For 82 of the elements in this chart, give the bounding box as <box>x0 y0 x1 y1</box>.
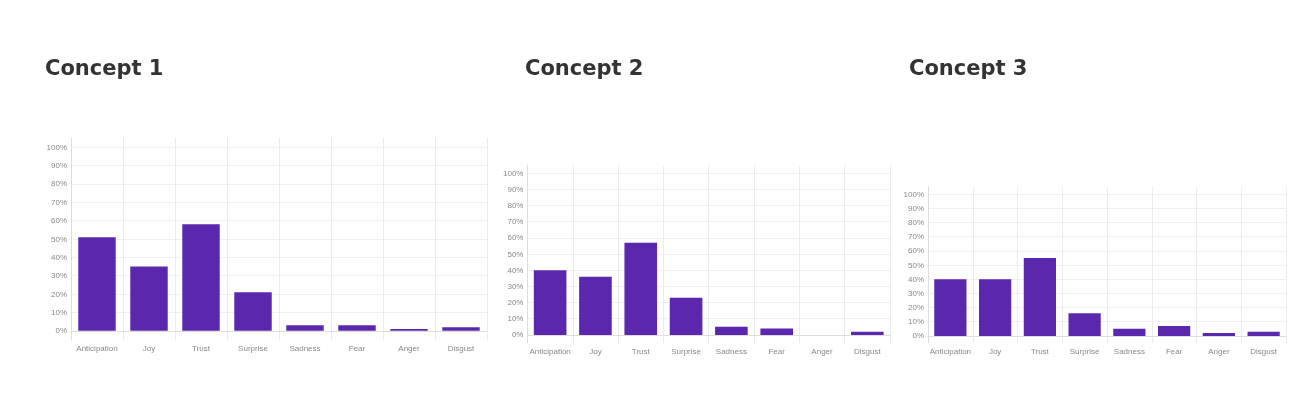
y-tick-label: 90% <box>50 161 67 171</box>
y-tick-label: 80% <box>907 217 924 227</box>
x-tick-label: Trust <box>1030 346 1050 356</box>
bar <box>579 276 612 335</box>
x-tick-label: Disgust <box>854 346 882 356</box>
x-tick-label: Anger <box>398 343 420 353</box>
x-tick-label: Anger <box>1208 346 1230 356</box>
y-tick-label: 60% <box>507 233 524 243</box>
bar <box>760 328 794 335</box>
bar <box>979 279 1012 336</box>
y-tick-label: 50% <box>50 234 67 244</box>
bar <box>533 270 567 335</box>
y-tick-label: 70% <box>507 217 524 227</box>
bar <box>338 325 376 331</box>
y-tick-label: 80% <box>507 200 524 210</box>
bar <box>1113 328 1146 336</box>
y-tick-label: 20% <box>907 303 924 313</box>
x-tick-label: Sadness <box>289 343 321 353</box>
y-tick-label: 0% <box>55 326 67 336</box>
y-tick-label: 70% <box>50 197 67 207</box>
x-tick-label: Fear <box>1165 346 1183 356</box>
y-tick-label: 100% <box>502 168 524 178</box>
bar <box>1023 257 1056 336</box>
bar <box>442 327 480 331</box>
x-tick-label: Joy <box>988 346 1002 356</box>
y-tick-label: 10% <box>907 317 924 327</box>
y-tick-label: 30% <box>507 281 524 291</box>
bar <box>1158 325 1191 336</box>
x-tick-label: Sadness <box>1113 346 1145 356</box>
x-tick-label: Anticipation <box>529 346 571 356</box>
bar <box>669 297 703 335</box>
x-tick-label: Disgust <box>1250 346 1278 356</box>
bar <box>234 292 272 331</box>
y-tick-label: 40% <box>50 252 67 262</box>
x-tick-label: Anticipation <box>76 343 118 353</box>
x-tick-label: Fear <box>768 346 786 356</box>
y-tick-label: 80% <box>50 179 67 189</box>
bar <box>78 237 116 331</box>
y-tick-label: 30% <box>907 288 924 298</box>
x-tick-label: Surprise <box>1069 346 1101 356</box>
bar <box>624 242 658 335</box>
y-tick-label: 0% <box>912 331 924 341</box>
chart-title: Concept 1 <box>45 55 164 80</box>
x-tick-label: Joy <box>589 346 602 356</box>
y-tick-label: 90% <box>507 184 524 194</box>
y-tick-label: 30% <box>50 271 67 281</box>
x-tick-label: Sadness <box>715 346 747 356</box>
y-tick-label: 70% <box>907 232 924 242</box>
y-tick-label: 90% <box>907 203 924 213</box>
x-tick-label: Fear <box>348 343 366 353</box>
y-tick-label: 20% <box>507 298 524 308</box>
bar <box>130 266 168 331</box>
y-tick-label: 40% <box>507 265 524 275</box>
bar <box>1202 333 1235 336</box>
y-tick-label: 10% <box>50 307 67 317</box>
y-tick-label: 50% <box>907 260 924 270</box>
x-tick-label: Surprise <box>671 346 702 356</box>
y-tick-label: 60% <box>907 246 924 256</box>
bar <box>851 331 884 335</box>
bar <box>1068 313 1101 336</box>
y-tick-label: 100% <box>46 142 67 152</box>
x-tick-label: Disgust <box>447 343 476 353</box>
y-tick-label: 50% <box>507 249 524 259</box>
y-tick-label: 60% <box>50 216 67 226</box>
x-tick-label: Anger <box>811 346 834 356</box>
x-tick-label: Anticipation <box>929 346 972 356</box>
x-tick-label: Trust <box>631 346 651 356</box>
y-tick-label: 20% <box>50 289 67 299</box>
y-tick-label: 100% <box>903 189 924 199</box>
x-tick-label: Joy <box>142 343 156 353</box>
chart-title: Concept 2 <box>525 55 644 80</box>
bar <box>934 279 967 336</box>
y-tick-label: 0% <box>511 330 524 340</box>
bar <box>1247 331 1280 336</box>
x-tick-label: Surprise <box>238 343 269 353</box>
bar <box>182 224 220 331</box>
y-tick-label: 10% <box>507 314 524 324</box>
bar <box>715 326 748 335</box>
x-tick-label: Trust <box>192 343 211 353</box>
y-tick-label: 40% <box>907 274 924 284</box>
chart-title: Concept 3 <box>909 55 1028 80</box>
bar <box>286 325 324 331</box>
